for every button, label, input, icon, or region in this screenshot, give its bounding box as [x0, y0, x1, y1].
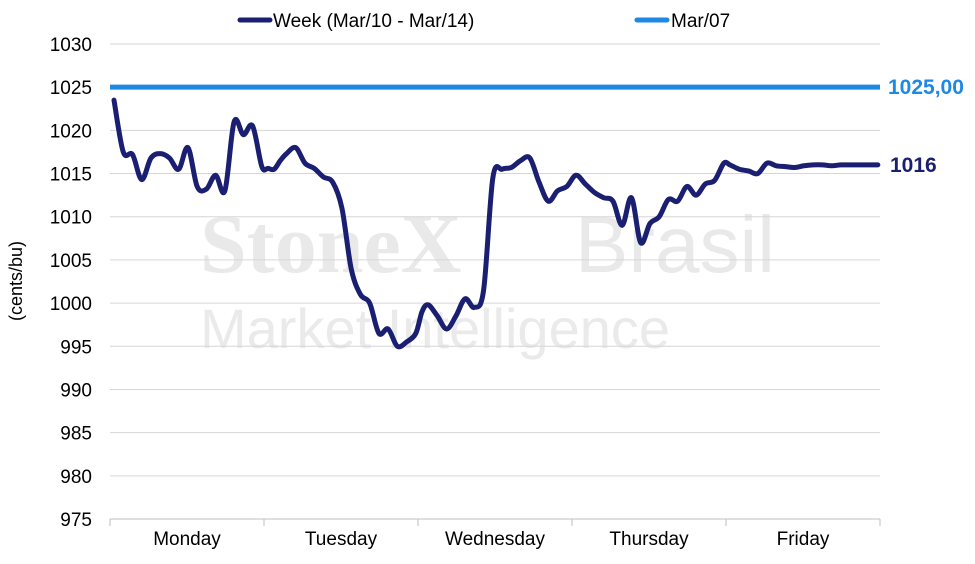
end-label-mar07: 1025,00 — [888, 76, 964, 99]
watermark: StoneX Brasil Market Intelligence — [200, 198, 775, 360]
y-tick-label: 1010 — [50, 208, 92, 229]
y-tick-label: 995 — [60, 337, 92, 358]
x-tick-label: Friday — [777, 529, 830, 550]
x-axis: Monday Tuesday Wednesday Thursday Friday — [109, 518, 881, 550]
series-line-week — [111, 97, 881, 350]
y-tick-label: 1000 — [50, 294, 92, 315]
y-tick-label: 990 — [60, 380, 92, 401]
watermark-line1-light: Brasil — [575, 200, 775, 289]
watermark-line1-bold: StoneX — [200, 198, 461, 291]
x-tick-label: Monday — [153, 529, 221, 550]
y-tick-label: 1025 — [50, 78, 92, 99]
y-tick-label: 1015 — [50, 165, 92, 186]
legend-label-mar07: Mar/07 — [671, 11, 730, 32]
y-tick-label: 975 — [60, 510, 92, 531]
y-tick-label: 1030 — [50, 35, 92, 56]
x-tick-label: Thursday — [609, 529, 689, 550]
x-tick-label: Tuesday — [305, 529, 378, 550]
legend-label-week: Week (Mar/10 - Mar/14) — [273, 11, 474, 32]
y-tick-label: 1020 — [50, 121, 92, 142]
legend: Week (Mar/10 - Mar/14) Mar/07 — [237, 11, 730, 32]
y-axis-ticks: 975 980 985 990 995 1000 1005 1010 1015 1020 1025 1… — [50, 35, 92, 531]
y-tick-label: 985 — [60, 424, 92, 445]
series-lines — [110, 84, 881, 350]
x-tick-label: Wednesday — [445, 529, 545, 550]
y-tick-label: 980 — [60, 467, 92, 488]
end-label-week: 1016 — [890, 154, 937, 177]
end-labels: 1016 1025,00 — [888, 76, 964, 177]
watermark-line2: Market Intelligence — [200, 297, 670, 360]
y-tick-label: 1005 — [50, 251, 92, 272]
y-axis-label: (cents/bu) — [6, 241, 26, 321]
